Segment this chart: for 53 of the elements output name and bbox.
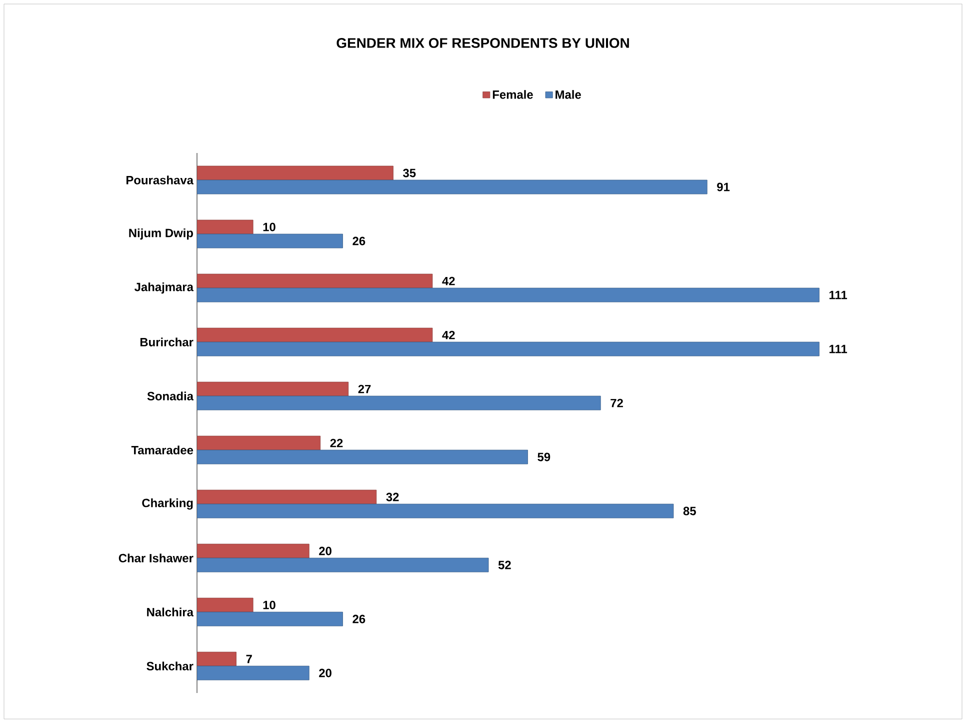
data-label: 26 xyxy=(352,614,366,624)
y-tick-label: Char Ishawer xyxy=(118,554,194,562)
data-label: 32 xyxy=(386,492,399,502)
y-tick-label: Jahajmara xyxy=(134,282,194,294)
data-label: 59 xyxy=(538,452,550,462)
bar xyxy=(197,220,254,234)
bar xyxy=(197,544,310,558)
bar xyxy=(197,396,601,410)
y-tick-label: Nalchira xyxy=(147,608,194,616)
y-tick-label: Nijum Dwip xyxy=(129,228,193,240)
bar xyxy=(197,652,236,666)
bar xyxy=(197,288,820,302)
bar xyxy=(197,666,310,680)
y-tick-label: Burirchar xyxy=(140,338,194,346)
data-label: 7 xyxy=(246,654,252,664)
bar xyxy=(197,612,343,626)
data-label: 20 xyxy=(319,668,332,678)
data-label: 10 xyxy=(263,600,276,610)
bar xyxy=(197,166,394,180)
y-tick-label: Pourashava xyxy=(126,176,194,184)
y-tick-label: Charking xyxy=(142,498,193,510)
bar xyxy=(197,558,489,572)
bar xyxy=(197,436,321,450)
bar xyxy=(197,450,528,464)
y-tick-label: Sukchar xyxy=(146,662,194,670)
data-label: 20 xyxy=(319,546,332,556)
data-label: 27 xyxy=(358,384,371,394)
bar xyxy=(197,382,349,396)
bar xyxy=(197,328,433,342)
bar xyxy=(197,180,708,194)
legend-label: Male xyxy=(556,90,581,99)
y-tick-label: Sonadia xyxy=(147,392,194,400)
data-label: 85 xyxy=(683,506,696,516)
bar xyxy=(197,274,433,288)
chart-title: GENDER MIX OF RESPONDENTS BY UNION xyxy=(336,38,629,48)
bar xyxy=(197,504,674,518)
data-label: 91 xyxy=(717,182,730,192)
bar xyxy=(197,598,254,612)
legend-label: Female xyxy=(492,90,533,99)
data-label: 10 xyxy=(263,222,276,232)
bar xyxy=(197,490,377,504)
bar xyxy=(197,234,343,248)
data-label: 72 xyxy=(610,398,623,408)
data-label: 52 xyxy=(498,560,511,570)
data-label: 42 xyxy=(442,276,455,286)
data-label: 111 xyxy=(830,290,848,300)
data-label: 111 xyxy=(830,344,848,354)
data-label: 35 xyxy=(403,168,416,178)
bar xyxy=(197,342,820,356)
data-label: 22 xyxy=(330,438,343,448)
y-tick-label: Tamaradee xyxy=(131,446,194,454)
data-label: 42 xyxy=(442,330,455,340)
data-label: 26 xyxy=(352,236,366,246)
